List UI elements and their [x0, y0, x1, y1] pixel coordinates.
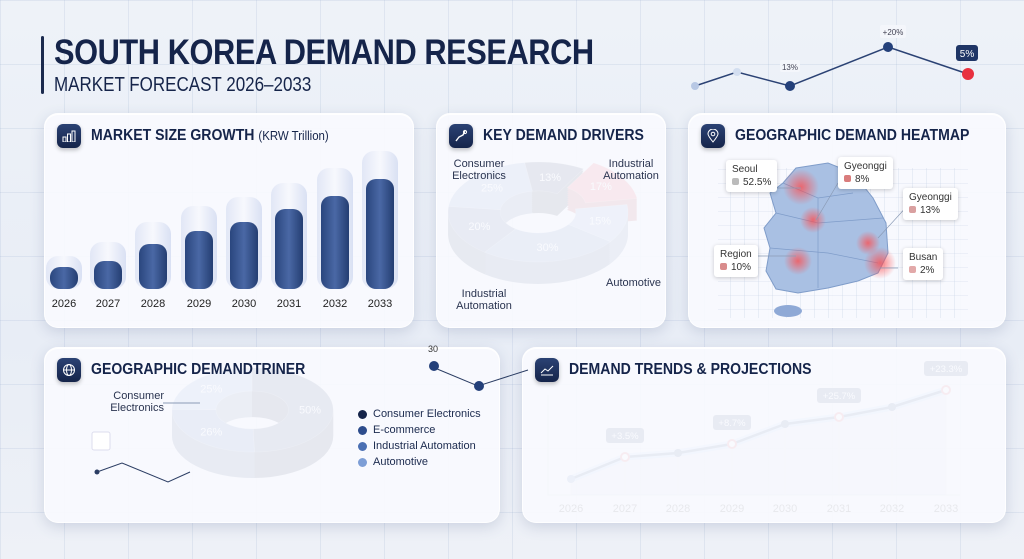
- page-title: SOUTH KOREA DEMAND RESEARCH: [54, 33, 594, 72]
- demand-trends-title: DEMAND TRENDS & PROJECTIONS: [569, 361, 812, 378]
- geographic-demand-card: GEOGRAPHIC DEMANDTRINER: [44, 347, 500, 523]
- driver-annotation: Automotive: [606, 277, 662, 289]
- location-pin-icon: [701, 124, 725, 148]
- heat-spot-busan: [864, 247, 896, 279]
- driver-annotation: Consumer Electronics: [452, 158, 506, 182]
- bar: [50, 267, 78, 289]
- region-tag-region: Region 10%: [714, 245, 758, 277]
- x-tick-label: 2027: [96, 298, 120, 310]
- deco-point: [962, 68, 974, 80]
- page-subtitle: MARKET FORECAST 2026–2033: [54, 74, 312, 96]
- driver-annotation: Industrial Automation: [456, 288, 512, 312]
- heat-spot: [856, 231, 880, 255]
- driver-annotation: Industrial Automation: [603, 158, 659, 182]
- geographic-demand-legend: Consumer Electronics E-commerce Industri…: [358, 406, 481, 470]
- x-tick-label: 2032: [323, 298, 347, 310]
- heat-spot: [800, 207, 826, 233]
- region-tag-busan: Busan 2%: [903, 248, 944, 280]
- key-drivers-title: KEY DEMAND DRIVERS: [483, 127, 644, 144]
- trend-line-icon: [535, 358, 559, 382]
- robot-arm-icon: [449, 124, 473, 148]
- heat-spot-seoul: [783, 169, 819, 205]
- key-drivers-card: KEY DEMAND DRIVERS: [436, 113, 666, 328]
- legend-item: Automotive: [358, 454, 481, 470]
- legend-item: Consumer Electronics: [358, 406, 481, 422]
- region-tag-seoul: Seoul 52.5%: [726, 160, 778, 192]
- bar: [230, 222, 258, 289]
- x-tick-label: 2029: [187, 298, 211, 310]
- bar-chart-icon: [57, 124, 81, 148]
- x-tick-label: 2026: [52, 298, 76, 310]
- market-size-unit: (KRW Trillion): [258, 128, 329, 143]
- legend-item: E-commerce: [358, 422, 481, 438]
- region-tag-gyeonggi: Gyeonggi 8%: [838, 157, 893, 189]
- demand-trends-card: DEMAND TRENDS & PROJECTIONS: [522, 347, 1006, 523]
- x-tick-label: 2030: [232, 298, 256, 310]
- bar: [94, 261, 122, 289]
- x-tick-label: 2033: [368, 298, 392, 310]
- region-tag-gyeonggi-2: Gyeonggi 13%: [903, 188, 958, 220]
- deco-label: 13%: [782, 63, 798, 72]
- heatmap-title: GEOGRAPHIC DEMAND HEATMAP: [735, 127, 970, 144]
- deco-point: [883, 42, 893, 52]
- title-accent-bar: [41, 36, 44, 94]
- deco-point: [733, 68, 741, 76]
- bar: [366, 179, 394, 289]
- bar: [139, 244, 167, 289]
- heat-spot: [784, 247, 812, 275]
- legend-item: Industrial Automation: [358, 438, 481, 454]
- korea-map: [718, 162, 968, 318]
- bar: [321, 196, 349, 289]
- bar: [275, 209, 303, 289]
- deco-label: 5%: [960, 49, 975, 60]
- market-size-title: MARKET SIZE GROWTH: [91, 127, 255, 144]
- globe-icon: [57, 358, 81, 382]
- geographic-demand-title: GEOGRAPHIC DEMANDTRINER: [91, 361, 306, 378]
- deco-point: [691, 82, 699, 90]
- header-deco-line: 13% +20% 5%: [691, 25, 978, 91]
- deco-label: +20%: [883, 28, 904, 37]
- bar: [185, 231, 213, 289]
- deco-point: [785, 81, 795, 91]
- x-tick-label: 2028: [141, 298, 165, 310]
- callout-label: Consumer Electronics: [110, 390, 164, 414]
- x-tick-label: 2031: [277, 298, 301, 310]
